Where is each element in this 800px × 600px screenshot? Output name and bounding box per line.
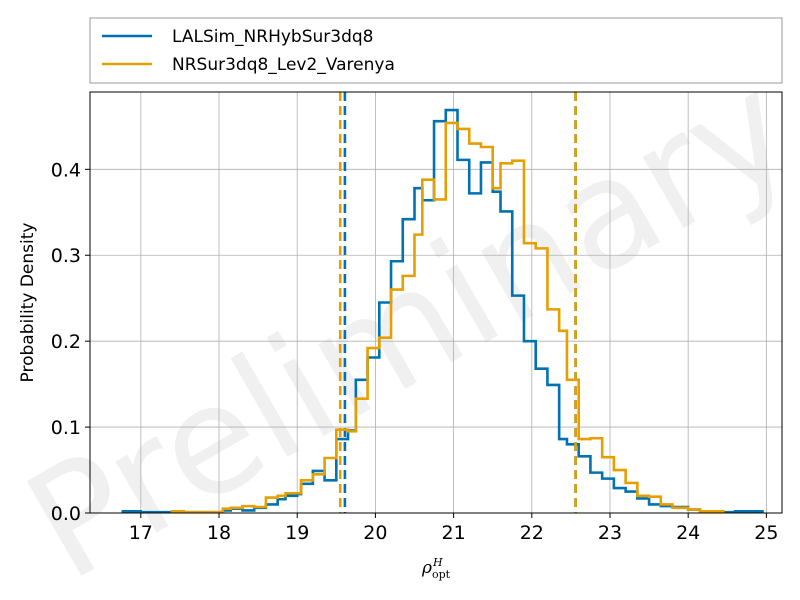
legend: LALSim_NRHybSur3dq8 NRSur3dq8_Lev2_Vareny… <box>89 17 783 84</box>
watermark-text: Preliminary <box>0 40 800 600</box>
x-tick-label: 21 <box>441 522 465 544</box>
histogram-series-2 <box>170 121 725 514</box>
x-tick-label: 23 <box>598 522 622 544</box>
watermark-layer: Preliminary <box>0 40 800 600</box>
x-tick-label: 22 <box>520 522 544 544</box>
y-axis-label: Probability Density <box>18 223 38 383</box>
legend-entry-label: NRSur3dq8_Lev2_Varenya <box>172 55 395 75</box>
legend-box <box>89 17 783 84</box>
x-tick-label: 20 <box>363 522 387 544</box>
y-tick-label: 0.0 <box>51 503 81 525</box>
axes-layer <box>89 91 783 514</box>
x-axis-label-subscript: opt <box>432 568 451 581</box>
x-tick-label: 19 <box>285 522 309 544</box>
x-tick-label: 17 <box>129 522 153 544</box>
legend-entry-label: LALSim_NRHybSur3dq8 <box>172 27 373 47</box>
series-layer <box>121 92 764 514</box>
x-tick-label: 18 <box>207 522 231 544</box>
x-axis-label: ρ <box>421 558 432 578</box>
y-tick-label: 0.4 <box>51 159 81 181</box>
x-tick-label: 25 <box>754 522 778 544</box>
y-tick-label: 0.3 <box>51 245 81 267</box>
plot-frame <box>89 91 783 514</box>
x-tick-label: 24 <box>676 522 700 544</box>
y-tick-label: 0.2 <box>51 331 81 353</box>
x-axis-label-superscript: H <box>432 556 443 569</box>
ticks-layer: 17 18 19 20 21 22 23 24 25 0.0 0.1 0.2 0.3 0.4 <box>51 159 779 544</box>
y-tick-label: 0.1 <box>51 417 81 439</box>
